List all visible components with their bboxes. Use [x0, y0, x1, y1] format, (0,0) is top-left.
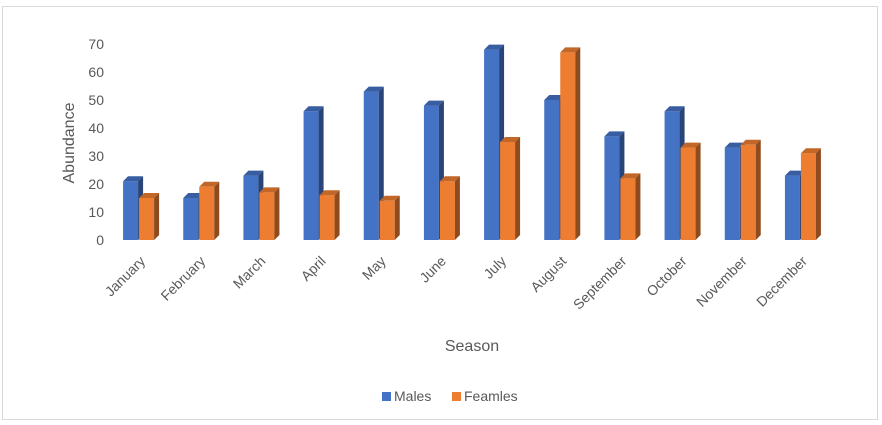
- x-tick-label: August: [527, 253, 569, 295]
- y-tick-label: 60: [88, 64, 104, 80]
- x-tick-label: April: [298, 253, 329, 284]
- legend-swatch: [452, 392, 461, 401]
- x-tick-label: September: [570, 253, 630, 313]
- legend-label: Males: [394, 388, 431, 404]
- bar-feamles-may: [379, 195, 400, 240]
- y-tick-label: 0: [96, 232, 104, 248]
- bar-feamles-april: [319, 190, 340, 240]
- legend: Males Feamles: [382, 388, 518, 404]
- bar-feamles-november: [740, 139, 761, 240]
- x-tick-label: November: [693, 253, 750, 310]
- x-tick-label: December: [753, 253, 810, 310]
- bar-feamles-march: [259, 187, 280, 240]
- y-tick-label: 70: [88, 36, 104, 52]
- x-tick-label: March: [230, 253, 269, 292]
- y-tick-label: 10: [88, 204, 104, 220]
- bar-feamles-february: [199, 181, 220, 240]
- y-axis-ticks: 0 10 20 30 40 50 60 70: [88, 36, 104, 248]
- bar-feamles-december: [800, 148, 821, 240]
- x-tick-label: October: [643, 253, 690, 300]
- y-tick-label: 20: [88, 176, 104, 192]
- x-tick-label: February: [157, 253, 208, 304]
- x-tick-label: January: [102, 253, 149, 300]
- x-tick-label: July: [480, 253, 509, 282]
- bar-feamles-january: [139, 193, 160, 240]
- y-tick-label: 50: [88, 92, 104, 108]
- bar-feamles-july: [500, 137, 521, 240]
- bar-feamles-september: [620, 173, 641, 240]
- x-axis-title: Season: [445, 338, 499, 355]
- x-tick-label: June: [416, 253, 449, 286]
- bar-feamles-august: [560, 47, 581, 241]
- x-tick-label: May: [359, 253, 389, 283]
- bar-feamles-june: [439, 176, 460, 240]
- bar-feamles-october: [680, 142, 701, 240]
- y-tick-label: 30: [88, 148, 104, 164]
- bars: [123, 44, 821, 241]
- legend-swatch: [382, 392, 391, 401]
- legend-item-feamles: Feamles: [452, 388, 518, 404]
- y-tick-label: 40: [88, 120, 104, 136]
- legend-label: Feamles: [464, 388, 518, 404]
- y-axis-title: Abundance: [61, 102, 78, 183]
- legend-item-males: Males: [382, 388, 431, 404]
- x-axis-ticks: January February March April May June July Augu…: [102, 253, 811, 313]
